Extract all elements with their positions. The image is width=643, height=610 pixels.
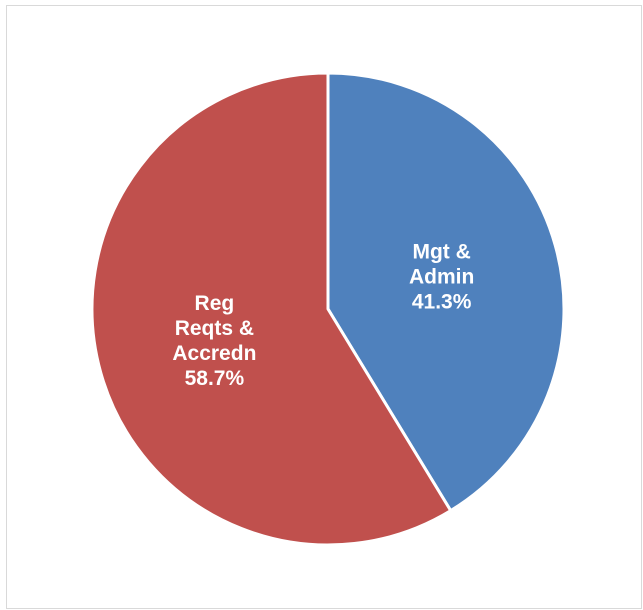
slice-category-label: Mgt &: [412, 241, 470, 264]
slice-value-label: 41.3%: [412, 291, 472, 314]
slice-category-label: Admin: [409, 266, 474, 289]
slice-category-label: Reg: [195, 292, 235, 315]
pie-slice-1: [90, 71, 453, 547]
slice-value-label: 58.7%: [185, 367, 245, 390]
slice-category-label: Accredn: [172, 342, 256, 365]
pie-slice-0: [326, 71, 566, 513]
slice-category-label: Reqts &: [175, 317, 254, 340]
